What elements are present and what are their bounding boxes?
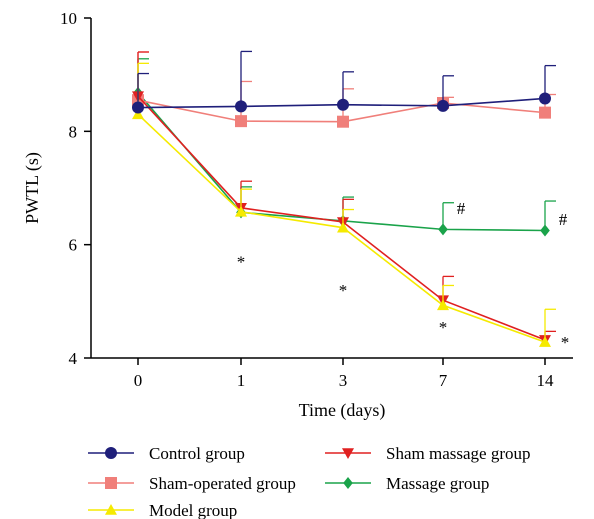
significance-hash: # (457, 199, 466, 218)
series-sham-massage-group (132, 51, 556, 346)
axes: 4 6 8 10 0 1 3 7 14 (60, 9, 573, 390)
data-point-marker (539, 92, 551, 105)
y-tick-label: 10 (60, 9, 77, 28)
data-point-marker (437, 99, 449, 112)
significance-asterisk: * (439, 318, 448, 337)
significance-asterisk: * (561, 333, 570, 352)
legend-marker (105, 447, 117, 459)
data-point-marker (540, 224, 550, 237)
x-tick-label: 7 (439, 371, 448, 390)
series-sham-operated-group (132, 51, 556, 128)
series-layer (132, 50, 556, 347)
data-point-marker (438, 223, 448, 236)
y-tick-label: 4 (69, 349, 78, 368)
legend-label: Sham-operated group (149, 474, 296, 493)
data-point-marker (132, 108, 144, 120)
significance-hash: # (559, 210, 568, 229)
data-point-marker (539, 336, 551, 347)
data-point-marker (235, 205, 247, 217)
annotations-layer: * * * * # # (237, 199, 570, 352)
legend-item-massage-group: Massage group (325, 474, 489, 493)
data-point-marker (132, 101, 144, 114)
data-point-marker (235, 100, 247, 113)
legend-label: Model group (149, 501, 237, 519)
significance-asterisk: * (339, 281, 348, 300)
legend-marker (343, 477, 353, 489)
x-tick-label: 3 (339, 371, 348, 390)
legend-item-model-group: Model group (88, 501, 237, 519)
legend-marker (105, 477, 117, 489)
data-point-marker (437, 299, 449, 311)
data-point-marker (337, 115, 349, 128)
x-axis-label: Time (days) (299, 400, 386, 421)
legend-item-sham-operated-group: Sham-operated group (88, 474, 296, 493)
legend: Control group Sham-operated group Model gr… (88, 444, 530, 519)
y-tick-label: 8 (69, 122, 78, 141)
significance-asterisk: * (237, 253, 246, 272)
y-axis-label: PWTL (s) (22, 152, 43, 224)
legend-label: Control group (149, 444, 245, 463)
data-point-marker (337, 221, 349, 233)
legend-label: Sham massage group (386, 444, 530, 463)
data-point-marker (539, 106, 551, 119)
x-tick-label: 0 (134, 371, 143, 390)
legend-item-control-group: Control group (88, 444, 245, 463)
legend-marker (342, 448, 354, 459)
legend-label: Massage group (386, 474, 489, 493)
data-point-marker (337, 98, 349, 111)
x-tick-label: 14 (537, 371, 555, 390)
legend-item-sham-massage-group: Sham massage group (325, 444, 530, 463)
x-tick-label: 1 (237, 371, 246, 390)
y-tick-label: 6 (69, 236, 78, 255)
legend-marker (105, 504, 117, 515)
series-control-group (132, 50, 556, 114)
data-point-marker (235, 115, 247, 128)
